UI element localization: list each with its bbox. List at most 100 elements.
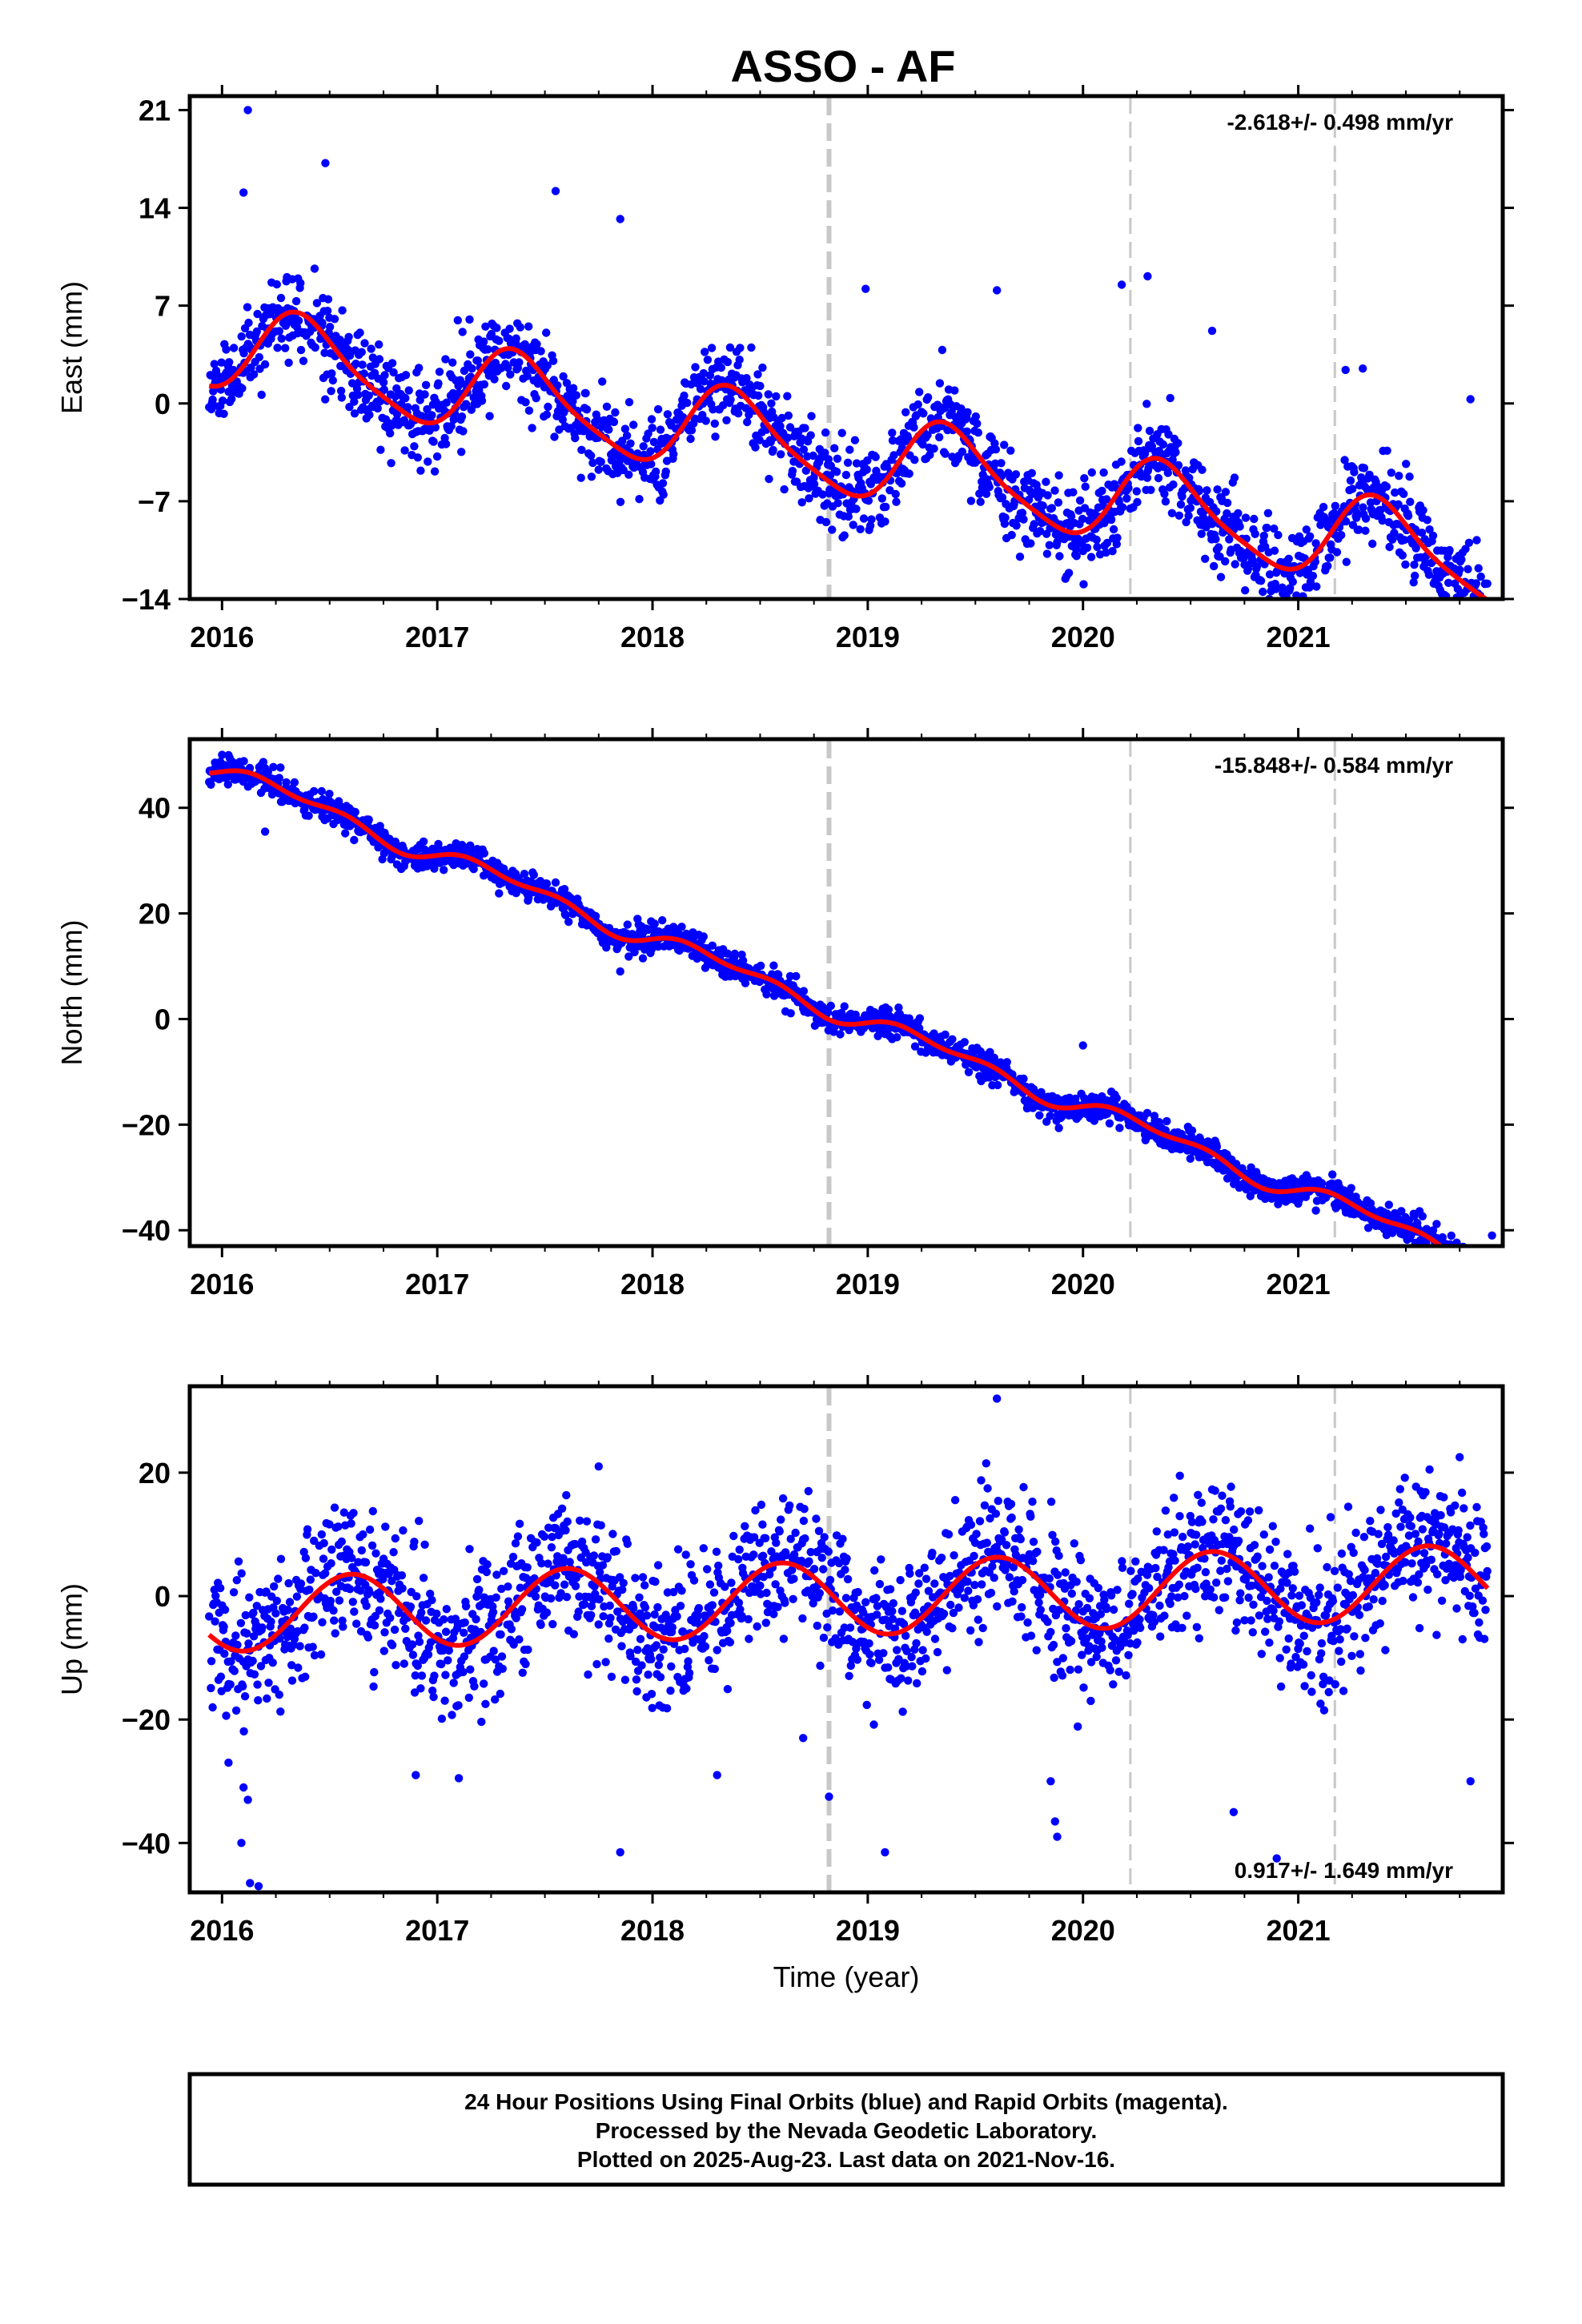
data-point xyxy=(1385,542,1394,552)
data-point xyxy=(1391,488,1399,497)
data-point xyxy=(238,384,247,393)
data-point xyxy=(319,1538,328,1548)
data-point xyxy=(1288,577,1298,586)
data-point xyxy=(432,1609,441,1618)
data-point xyxy=(1444,1250,1452,1258)
data-point xyxy=(312,299,322,308)
data-point xyxy=(1478,1277,1486,1285)
data-point xyxy=(311,343,319,352)
data-point xyxy=(487,329,496,339)
data-point xyxy=(1332,548,1342,557)
data-point xyxy=(216,1583,225,1593)
data-point xyxy=(930,444,938,453)
data-point xyxy=(1184,511,1193,521)
data-point xyxy=(548,356,558,365)
y-tick-label: −14 xyxy=(122,583,171,616)
data-point xyxy=(809,480,819,489)
data-point xyxy=(620,1675,630,1684)
data-point xyxy=(217,358,226,367)
data-point xyxy=(756,1581,765,1590)
data-point xyxy=(518,1668,527,1677)
y-tick-label: 7 xyxy=(155,290,171,323)
data-point xyxy=(1390,529,1399,537)
data-point xyxy=(653,1602,662,1612)
outlier-point xyxy=(1078,1041,1087,1050)
data-point xyxy=(960,1038,970,1047)
data-point xyxy=(1480,1269,1488,1277)
data-point xyxy=(1477,1269,1485,1277)
data-point xyxy=(1286,584,1295,593)
data-point xyxy=(349,1509,358,1518)
data-point xyxy=(1453,609,1461,617)
data-point xyxy=(263,1694,271,1703)
data-point xyxy=(806,1547,815,1557)
data-point xyxy=(747,343,756,352)
data-point xyxy=(339,1508,348,1517)
data-point xyxy=(1450,1250,1458,1258)
data-point xyxy=(709,1588,719,1597)
data-point xyxy=(423,404,432,414)
data-point xyxy=(699,932,708,941)
data-point xyxy=(249,1632,259,1641)
data-point xyxy=(475,1586,484,1594)
data-point xyxy=(428,1687,437,1695)
data-point xyxy=(738,956,748,965)
data-point xyxy=(741,979,750,987)
data-point xyxy=(1099,468,1108,477)
data-point xyxy=(823,1623,832,1632)
data-point xyxy=(294,1663,303,1672)
data-point xyxy=(1442,1248,1450,1256)
data-point xyxy=(864,497,873,505)
data-point xyxy=(726,1618,735,1628)
data-point xyxy=(361,1558,371,1567)
data-point xyxy=(1307,601,1315,609)
data-point xyxy=(1443,1252,1451,1261)
data-point xyxy=(1471,1256,1479,1264)
data-point xyxy=(375,1606,384,1615)
data-point xyxy=(1337,531,1346,540)
data-point xyxy=(1445,1252,1453,1261)
data-point xyxy=(1235,1183,1244,1192)
data-point xyxy=(1186,1154,1195,1164)
data-point xyxy=(564,917,573,927)
data-point xyxy=(444,1646,453,1655)
data-point xyxy=(472,1614,480,1624)
outlier-point xyxy=(1466,395,1475,404)
data-point xyxy=(744,1614,753,1624)
data-point xyxy=(336,386,346,396)
data-point xyxy=(729,1531,738,1541)
data-point xyxy=(524,322,533,331)
y-tick-label: 21 xyxy=(139,94,171,127)
data-point xyxy=(1093,542,1102,552)
data-point xyxy=(819,1633,829,1642)
outlier-point xyxy=(228,388,237,396)
data-point xyxy=(1464,1265,1472,1273)
data-point xyxy=(460,1628,468,1638)
data-point xyxy=(726,395,735,404)
data-point xyxy=(834,1558,844,1568)
data-point xyxy=(1171,448,1180,456)
data-point xyxy=(1259,587,1267,597)
data-point xyxy=(581,388,590,398)
data-point xyxy=(1210,561,1219,571)
data-point xyxy=(219,1622,228,1631)
data-point xyxy=(413,1661,422,1671)
data-point xyxy=(653,404,663,414)
data-point xyxy=(820,1533,829,1542)
data-point xyxy=(512,1614,520,1622)
data-point xyxy=(598,1561,608,1570)
data-point xyxy=(365,410,374,420)
data-point xyxy=(1483,579,1492,588)
data-point xyxy=(1221,557,1230,566)
data-point xyxy=(631,1574,640,1582)
data-point xyxy=(500,1566,508,1576)
data-point xyxy=(1468,1268,1476,1276)
data-point xyxy=(791,1528,800,1538)
data-point xyxy=(1198,465,1207,474)
outlier-point xyxy=(993,286,1002,295)
data-point xyxy=(323,307,332,316)
data-point xyxy=(560,1580,569,1589)
data-point xyxy=(735,356,744,364)
data-point xyxy=(359,1530,367,1539)
